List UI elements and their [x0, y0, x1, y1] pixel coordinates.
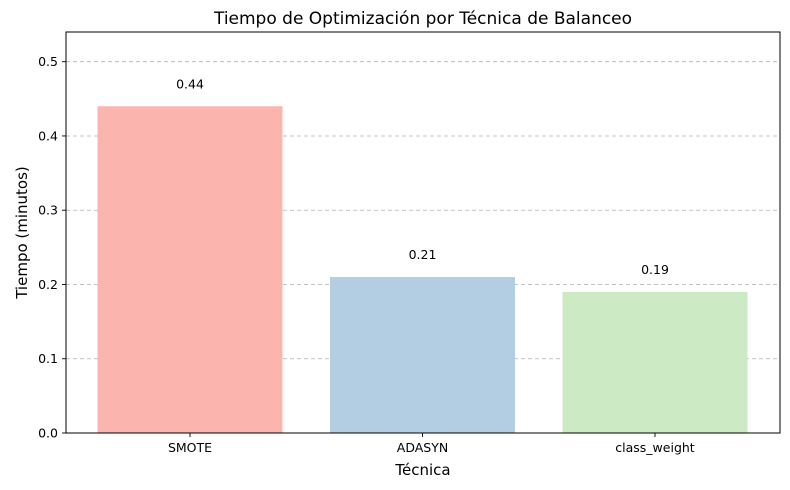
bar-smote — [97, 106, 283, 433]
bar-class-weight — [562, 291, 748, 433]
plot-frame — [65, 31, 781, 434]
x-tick-label: ADASYN — [397, 440, 448, 455]
y-tick-label: 0.1 — [38, 351, 58, 366]
bar-adasyn — [330, 277, 515, 433]
y-tick-label: 0.5 — [38, 54, 58, 69]
data-label: 0.19 — [641, 262, 669, 277]
x-tick-label: class_weight — [615, 440, 695, 455]
tick-layer: 0.0 0.1 0.2 0.3 0.4 0.5 SMOTE ADASYN class_weigh… — [38, 54, 695, 455]
bar-layer — [97, 106, 748, 433]
data-label: 0.44 — [176, 76, 204, 91]
y-tick-label: 0.0 — [38, 426, 58, 441]
y-tick-label: 0.3 — [38, 203, 58, 218]
chart-title: Tiempo de Optimización por Técnica de Ba… — [213, 9, 632, 29]
data-label-layer: 0.44 0.21 0.19 — [176, 76, 669, 277]
y-tick-label: 0.4 — [38, 128, 58, 143]
data-label: 0.21 — [409, 247, 437, 262]
y-tick-label: 0.2 — [38, 277, 58, 292]
x-tick-label: SMOTE — [168, 440, 212, 455]
x-axis-label: Técnica — [394, 461, 450, 479]
y-axis-label: Tiempo (minutos) — [13, 166, 31, 300]
